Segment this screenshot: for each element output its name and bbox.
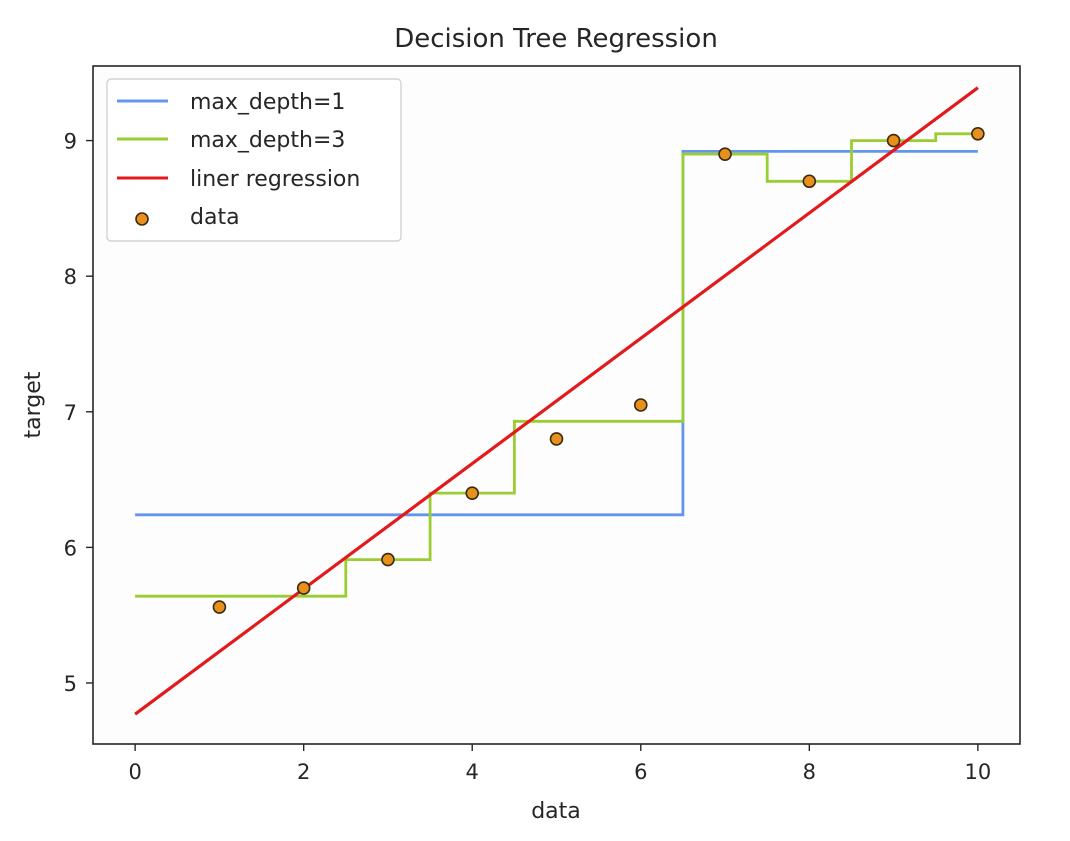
chart-title: Decision Tree Regression — [394, 24, 718, 54]
data-point — [971, 127, 985, 141]
legend-label-max-depth-3: max_depth=3 — [190, 128, 345, 153]
legend-label-max-depth-1: max_depth=1 — [190, 90, 345, 115]
x-tick-label: 2 — [297, 760, 310, 784]
x-axis: 0 2 4 6 8 10 — [128, 744, 991, 784]
x-axis-label: data — [531, 799, 581, 824]
y-tick-label: 9 — [64, 130, 77, 154]
data-point — [465, 486, 480, 500]
data-point — [212, 600, 227, 614]
y-tick-label: 6 — [64, 536, 77, 560]
series-line-liner-regression — [134, 86, 979, 716]
y-tick-label: 8 — [64, 265, 77, 289]
x-tick-label: 10 — [964, 760, 991, 784]
data-point — [549, 432, 564, 446]
y-axis: 5 6 7 8 9 — [64, 130, 93, 696]
data-point — [296, 581, 311, 595]
data-point — [886, 133, 901, 148]
legend-marker-data — [135, 212, 149, 226]
x-tick-label: 0 — [128, 760, 141, 784]
data-point — [381, 552, 395, 567]
y-tick-label: 7 — [64, 401, 77, 425]
x-tick-label: 4 — [466, 760, 479, 784]
scatter-layer — [212, 127, 985, 614]
legend-label-liner-regression: liner regression — [190, 167, 360, 192]
data-point — [633, 398, 648, 412]
y-axis-label: target — [21, 371, 46, 438]
y-tick-label: 5 — [64, 672, 77, 696]
legend-label-data: data — [190, 205, 240, 230]
x-tick-label: 8 — [803, 760, 816, 784]
legend-box — [106, 78, 402, 242]
data-point — [802, 174, 817, 189]
x-tick-label: 6 — [634, 760, 647, 784]
data-point — [718, 147, 732, 161]
plot-frame — [92, 65, 1021, 745]
